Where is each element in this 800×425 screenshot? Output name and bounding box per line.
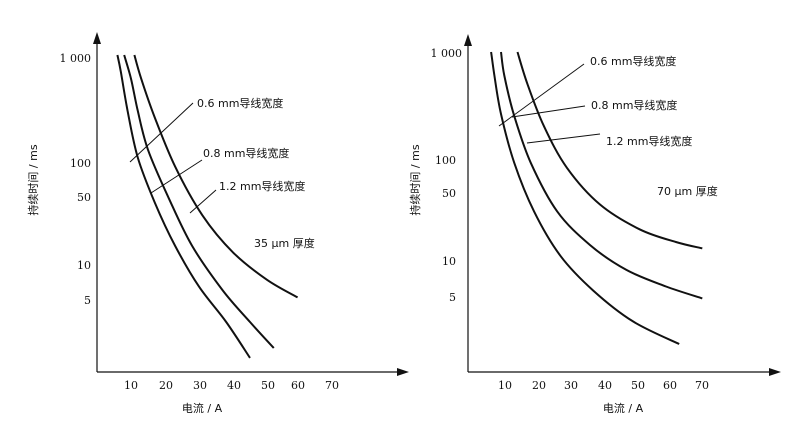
x-axis-label: 电流 / A [603,401,644,415]
x-axis-arrow [397,368,409,376]
curve-1.2mm [516,51,703,250]
x-tick-10: 10 [498,379,512,392]
x-tick-70: 70 [325,379,339,392]
y-tick-100: 100 [70,157,91,170]
y-tick-50: 50 [77,191,91,204]
leader-0.8mm [150,159,203,194]
leader-1.2mm [189,189,217,214]
series-label-0.6mm: 0.6 mm导线宽度 [590,54,676,68]
series-label-1.2mm: 1.2 mm导线宽度 [219,179,305,193]
x-axis-label: 电流 / A [182,401,223,415]
y-tick-10: 10 [442,255,456,268]
x-tick-60: 60 [663,379,677,392]
x-tick-60: 60 [291,379,305,392]
y-axis-label: 持续时间 / ms [26,144,40,215]
leader-0.8mm [511,105,586,118]
x-tick-20: 20 [159,379,173,392]
thickness-annotation: 35 μm 厚度 [254,236,315,250]
leader-0.6mm [129,102,194,163]
curves [490,51,703,345]
curves [116,54,299,359]
x-tick-30: 30 [564,379,578,392]
y-axis-label: 持续时间 / ms [408,144,422,215]
y-axis-arrow [464,34,472,46]
series-label-0.8mm: 0.8 mm导线宽度 [591,98,677,112]
curve-0.6mm [116,54,251,359]
x-tick-50: 50 [631,379,645,392]
curve-0.8mm [500,51,703,300]
curve-0.6mm [490,51,680,345]
x-tick-10: 10 [124,379,138,392]
x-tick-40: 40 [598,379,612,392]
x-axis-arrow [769,368,781,376]
x-tick-40: 40 [227,379,241,392]
y-tick-10: 10 [77,259,91,272]
curve-1.2mm [133,54,299,299]
y-tick-1000: 1 000 [431,47,463,60]
y-tick-50: 50 [442,187,456,200]
y-tick-1000: 1 000 [60,52,92,65]
x-tick-70: 70 [695,379,709,392]
curve-0.8mm [123,54,275,349]
x-tick-30: 30 [193,379,207,392]
y-tick-5: 5 [449,291,456,304]
x-tick-20: 20 [532,379,546,392]
series-label-1.2mm: 1.2 mm导线宽度 [606,134,692,148]
chart-35um: 1 000 100 50 10 5 10 20 30 40 50 60 70 电… [26,32,409,415]
chart-70um: 1 000 100 50 10 5 10 20 30 40 50 60 70 电… [408,34,781,415]
thickness-annotation: 70 μm 厚度 [657,184,718,198]
y-tick-100: 100 [435,154,456,167]
series-label-0.8mm: 0.8 mm导线宽度 [203,146,289,160]
leader-1.2mm [526,133,601,144]
series-label-0.6mm: 0.6 mm导线宽度 [197,96,283,110]
y-axis-arrow [93,32,101,44]
leader-0.6mm [498,63,585,127]
x-tick-50: 50 [261,379,275,392]
y-tick-5: 5 [84,294,91,307]
